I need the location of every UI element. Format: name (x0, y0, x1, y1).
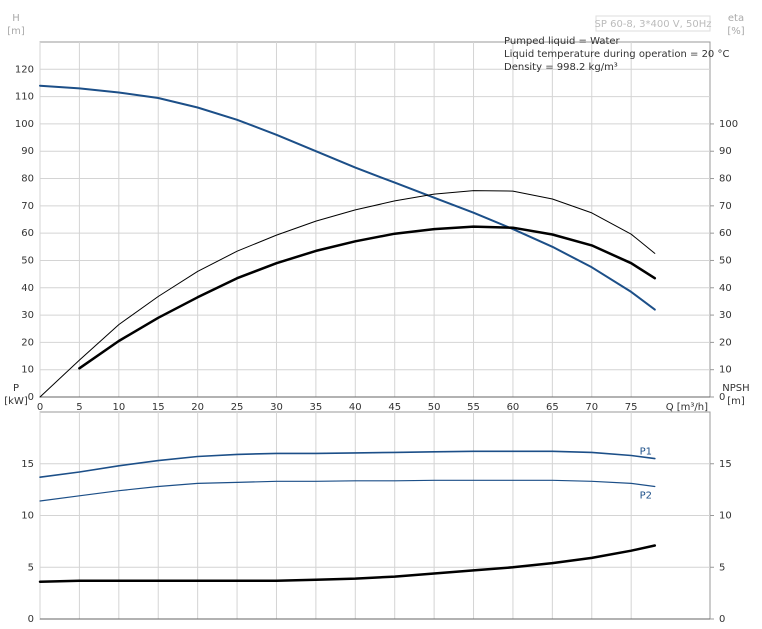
y-tick-label: 30 (21, 310, 34, 321)
x-tick-label: 70 (585, 402, 598, 413)
y2-tick-label: 10 (719, 365, 732, 376)
series-label: P2 (640, 491, 652, 502)
x-tick-label: 20 (191, 402, 204, 413)
y2-axis-label: eta (728, 13, 744, 24)
y2-tick-label: 20 (719, 337, 732, 348)
y-tick-label: 110 (15, 92, 34, 103)
y-axis-unit: [m] (7, 26, 25, 37)
y-tick-label: 40 (21, 283, 34, 294)
chart-title: SP 60-8, 3*400 V, 50Hz (595, 19, 712, 30)
x-tick-label: 30 (270, 402, 283, 413)
y2-tick-label: 0 (719, 392, 725, 403)
plot-area (39, 41, 711, 398)
x-tick-label: 25 (231, 402, 244, 413)
y-tick-label: 20 (21, 337, 34, 348)
y2-tick-label: 15 (719, 459, 732, 470)
x-tick-label: 60 (507, 402, 520, 413)
series-line (78, 225, 657, 370)
y-axis-unit: [kW] (4, 396, 28, 407)
x-tick-label: 75 (625, 402, 638, 413)
y2-tick-label: 50 (719, 255, 732, 266)
y2-tick-label: 60 (719, 228, 732, 239)
series-line (39, 84, 656, 311)
annotation: Pumped liquid = Water (504, 36, 621, 47)
y2-axis-label: NPSH (722, 383, 749, 394)
x-tick-label: 35 (310, 402, 323, 413)
y-tick-label: 0 (28, 614, 34, 625)
y-tick-label: 120 (15, 64, 34, 75)
y2-tick-label: 40 (719, 283, 732, 294)
y2-tick-label: 0 (719, 614, 725, 625)
x-label-bg (666, 400, 710, 414)
y2-axis-unit: [m] (727, 396, 745, 407)
annotation: Liquid temperature during operation = 20… (504, 49, 729, 60)
y2-axis-unit: [%] (727, 26, 744, 37)
series-line (38, 544, 657, 583)
series-line (39, 190, 656, 398)
y-tick-label: 70 (21, 201, 34, 212)
x-tick-label: 40 (349, 402, 362, 413)
y-axis-label: P (13, 383, 19, 394)
x-tick-label: 50 (428, 402, 441, 413)
annotation: Density = 998.2 kg/m³ (504, 62, 618, 73)
x-tick-label: 5 (76, 402, 82, 413)
y-axis-label: H (12, 13, 20, 24)
x-tick-label: 15 (152, 402, 165, 413)
x-tick-label: 55 (467, 402, 480, 413)
x-tick-label: 45 (388, 402, 401, 413)
y-tick-label: 5 (28, 562, 34, 573)
series-line (39, 479, 656, 502)
y-tick-label: 90 (21, 146, 34, 157)
y2-tick-label: 30 (719, 310, 732, 321)
title-box (595, 15, 711, 32)
y-tick-label: 10 (21, 365, 34, 376)
y2-tick-label: 10 (719, 511, 732, 522)
y-tick-label: 80 (21, 174, 34, 185)
series-label: P1 (640, 447, 652, 458)
y2-tick-label: 80 (719, 174, 732, 185)
x-tick-label: 10 (112, 402, 125, 413)
series-line (39, 450, 656, 478)
x-axis-label: Q [m³/h] (666, 402, 708, 413)
x-tick-label: 0 (37, 402, 43, 413)
y-tick-label: 50 (21, 255, 34, 266)
y-tick-label: 10 (21, 511, 34, 522)
x-tick-label: 65 (546, 402, 559, 413)
y-tick-label: 60 (21, 228, 34, 239)
y-tick-label: 15 (21, 459, 34, 470)
y2-tick-label: 100 (719, 119, 738, 130)
y2-tick-label: 90 (719, 146, 732, 157)
y-tick-label: 0 (28, 392, 34, 403)
y2-tick-label: 70 (719, 201, 732, 212)
y2-tick-label: 5 (719, 562, 725, 573)
y-tick-label: 100 (15, 119, 34, 130)
